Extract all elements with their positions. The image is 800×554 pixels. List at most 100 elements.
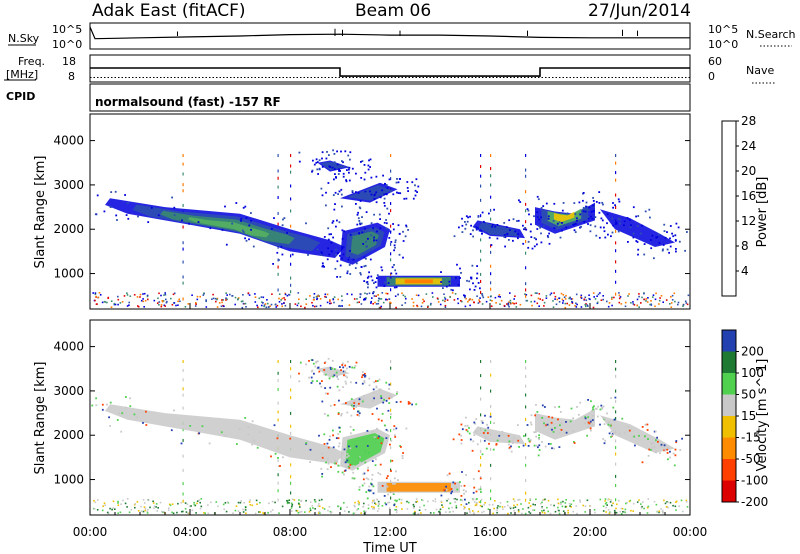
echo-speckle [619,218,621,221]
scatter-pixel [198,499,201,501]
scatter-pixel [184,306,187,308]
echo-speckle [603,417,606,420]
scatter-pixel [163,511,165,513]
scatter-pixel [592,292,595,294]
scatter-pixel [142,510,145,513]
scatter-pixel [638,306,640,308]
scatter-pixel [619,510,622,513]
scatter-pixel [557,498,559,501]
power-echo-region [404,279,433,284]
scatter-pixel [618,301,621,304]
echo-speckle [613,418,616,421]
echo-speckle [292,239,295,242]
echo-speckle [332,194,335,196]
scatter-pixel [558,297,560,300]
scatter-pixel [562,300,565,302]
scatter-pixel [558,512,561,515]
scatter-pixel [498,294,501,296]
echo-speckle [294,245,297,247]
scatter-pixel [319,298,322,300]
echo-speckle [610,436,612,438]
scatter-pixel [512,498,515,500]
echo-speckle [367,489,370,492]
scatter-pixel [164,293,167,296]
echo-speckle [238,428,241,430]
scatter-pixel [394,508,396,511]
scatter-pixel [313,499,316,501]
echo-speckle [628,429,631,432]
scatter-pixel [507,512,509,515]
echo-speckle [618,432,621,435]
scatter-pixel [104,504,106,506]
scatter-pixel [267,511,269,514]
scatter-pixel [249,499,251,501]
echo-speckle [495,443,498,446]
echo-speckle [587,223,589,225]
echo-speckle [333,404,336,406]
echo-speckle [392,492,395,494]
echo-speckle [488,442,490,445]
scatter-pixel [216,297,219,300]
scatter-pixel [182,468,184,472]
scatter-pixel [656,510,659,513]
echo-speckle [468,280,471,283]
scatter-pixel [506,303,508,305]
echo-speckle [603,226,605,229]
echo-speckle [481,211,484,214]
scatter-pixel [669,303,671,305]
echo-speckle [317,242,320,244]
scatter-pixel [200,498,203,500]
echo-speckle [325,191,327,194]
echo-speckle [362,473,365,475]
echo-speckle [529,230,532,233]
echo-speckle [481,421,484,424]
echo-speckle [133,413,136,416]
echo-speckle [640,232,642,235]
scatter-pixel [567,512,569,514]
echo-speckle [335,176,337,179]
echo-speckle [310,376,313,379]
echo-speckle [252,245,255,248]
echo-speckle [584,210,587,213]
echo-speckle [603,442,606,445]
echo-speckle [472,235,474,238]
scatter-pixel [473,301,475,303]
echo-speckle [320,467,323,470]
scatter-pixel [277,459,279,463]
echo-speckle [573,442,576,444]
echo-speckle [342,370,345,373]
scatter-pixel [386,292,389,295]
echo-speckle [350,381,352,384]
echo-speckle [623,224,625,227]
scatter-pixel [182,203,184,207]
echo-speckle [358,232,360,234]
echo-speckle [231,222,234,225]
scatter-pixel [373,295,376,297]
scatter-pixel [147,298,149,301]
scatter-pixel [503,304,506,307]
scatter-pixel [390,202,392,206]
scatter-pixel [528,511,530,513]
scatter-pixel [413,505,415,508]
echo-speckle [464,294,466,297]
cpid-text: normalsound (fast) -157 RF [95,95,281,109]
scatter-pixel [489,299,492,301]
echo-speckle [361,371,364,373]
echo-speckle [664,449,667,452]
echo-speckle [503,236,506,238]
echo-speckle [585,205,587,208]
echo-speckle [544,406,546,408]
scatter-pixel [371,297,373,299]
nsky-spikes [177,28,638,36]
echo-speckle [607,423,610,426]
scatter-pixel [318,499,321,502]
scatter-pixel [615,507,617,510]
scatter-pixel [375,303,378,305]
echo-speckle [463,484,466,487]
echo-speckle [587,399,589,401]
scatter-pixel [324,293,327,296]
echo-speckle [468,432,471,435]
echo-speckle [414,184,416,187]
echo-speckle [369,190,371,193]
scatter-pixel [263,304,266,306]
